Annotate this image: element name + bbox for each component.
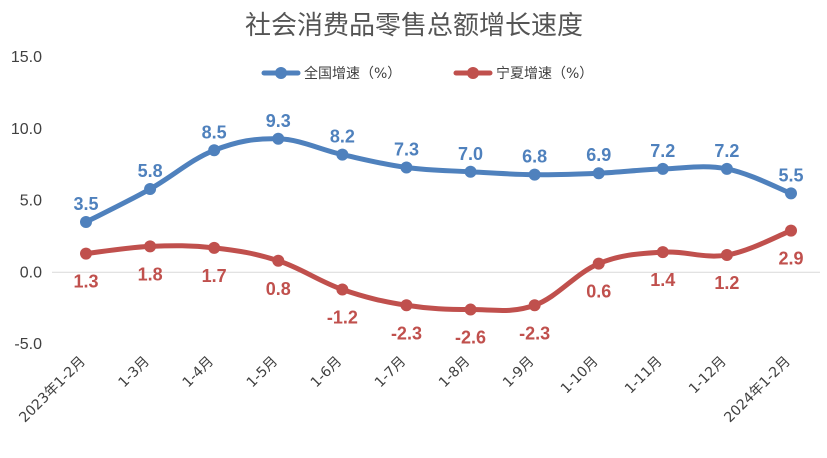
- x-tick-label: 1-9月: [500, 354, 537, 391]
- data-point: [400, 299, 413, 312]
- data-label: -2.3: [519, 323, 550, 343]
- data-label: 0.8: [266, 279, 291, 299]
- data-point: [80, 247, 92, 260]
- data-label: 8.2: [330, 127, 355, 147]
- data-label: 6.9: [586, 145, 611, 165]
- data-label: 8.5: [202, 122, 227, 142]
- x-tick-label: 1-3月: [116, 354, 153, 391]
- data-label: -1.2: [327, 307, 358, 327]
- data-label: 2.9: [778, 249, 803, 269]
- data-label: 1.8: [138, 264, 163, 284]
- data-label: 7.0: [458, 144, 483, 164]
- data-point: [208, 241, 221, 254]
- data-point: [336, 148, 349, 161]
- y-tick-label: 5.0: [20, 193, 42, 210]
- data-point: [592, 257, 605, 270]
- data-point: [464, 303, 477, 316]
- y-tick-label: 10.0: [11, 121, 42, 138]
- x-tick-label: 1-12月: [686, 354, 730, 398]
- legend-marker-0: [275, 67, 287, 79]
- x-tick-label: 1-5月: [244, 354, 281, 391]
- legend-label-1: 宁夏增速（%）: [496, 65, 593, 82]
- x-tick-label: 1-6月: [308, 354, 345, 391]
- legend-marker-1: [467, 67, 479, 79]
- x-tick-label: 1-7月: [372, 354, 409, 391]
- data-point: [144, 183, 157, 196]
- data-label: -2.3: [391, 323, 422, 343]
- data-point: [336, 283, 349, 296]
- data-point: [272, 132, 285, 145]
- data-point: [80, 216, 92, 229]
- data-label: 6.8: [522, 147, 547, 167]
- y-tick-label: -5.0: [14, 336, 42, 353]
- plot-area: 3.5 5.8 8.5 9.3 8.2 7.3 7.0 6.8 6.9 7.2 7.2 5.5 1.3 1…: [73, 111, 803, 348]
- series-line-1: [83, 228, 794, 313]
- data-label: 1.2: [714, 273, 739, 293]
- data-label: 1.4: [650, 270, 675, 290]
- data-point: [720, 249, 733, 262]
- data-label: -2.6: [455, 328, 486, 348]
- data-point: [528, 168, 541, 181]
- data-label: 5.5: [778, 165, 803, 185]
- data-point: [656, 162, 669, 175]
- data-point: [592, 167, 605, 180]
- legend-label-0: 全国增速（%）: [304, 65, 401, 82]
- data-label: 7.2: [650, 141, 675, 161]
- data-label: 7.2: [714, 141, 739, 161]
- y-tick-label: 0.0: [20, 264, 42, 281]
- data-point: [656, 246, 669, 259]
- x-tick-label: 1-11月: [622, 354, 666, 398]
- data-label: 5.8: [138, 161, 163, 181]
- data-label: 1.3: [73, 272, 98, 292]
- x-tick-label: 1-10月: [558, 354, 602, 398]
- data-label: 1.7: [202, 266, 227, 286]
- data-label: 0.6: [586, 282, 611, 302]
- data-point: [144, 240, 157, 253]
- chart-title: 社会消费品零售总额增长速度: [245, 11, 583, 41]
- data-point: [785, 187, 797, 200]
- y-tick-label: 15.0: [11, 49, 42, 66]
- series-line-0: [83, 136, 794, 225]
- data-point: [528, 299, 541, 312]
- data-point: [400, 161, 413, 174]
- data-label: 3.5: [73, 194, 98, 214]
- x-tick-label: 1-8月: [436, 354, 473, 391]
- legend: 全国增速（%） 宁夏增速（%）: [261, 65, 593, 82]
- data-label: 7.3: [394, 139, 419, 159]
- data-point: [208, 144, 221, 157]
- x-axis: 2023年1-2月 1-3月 1-4月 1-5月 1-6月 1-7月 1-8月 1-9月 1-1…: [16, 271, 820, 426]
- x-tick-label: 1-4月: [180, 354, 217, 391]
- data-point: [785, 224, 797, 237]
- x-tick-label: 2023年1-2月: [16, 354, 88, 426]
- data-point: [464, 165, 477, 178]
- data-label: 9.3: [266, 111, 291, 131]
- x-tick-label: 2024年1-2月: [721, 354, 793, 426]
- y-axis: -5.0 0.0 5.0 10.0 15.0: [11, 49, 42, 353]
- data-point: [720, 162, 733, 175]
- data-point: [272, 254, 285, 267]
